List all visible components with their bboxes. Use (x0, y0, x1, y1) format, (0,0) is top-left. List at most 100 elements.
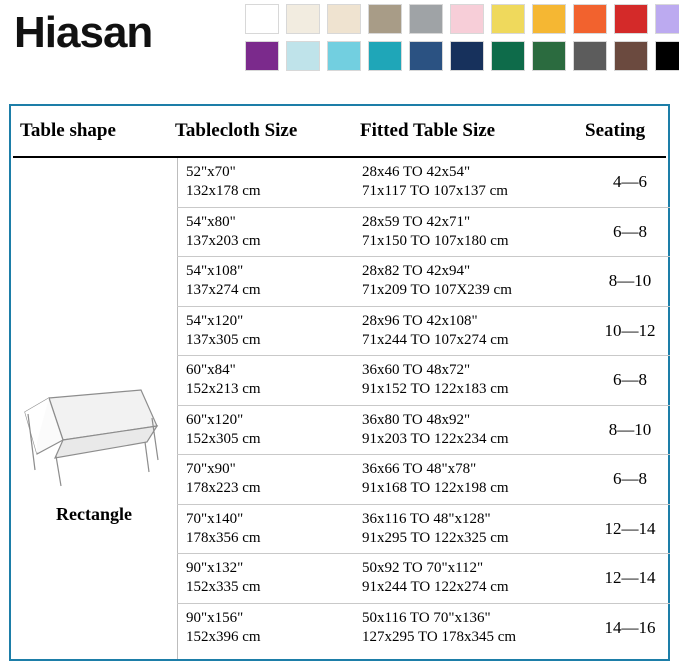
rows-column: 52"x70" 132x178 cm 28x46 TO 42x54" 71x117 T… (177, 158, 670, 659)
fitted-size-inches: 36x66 TO 48"x78" (362, 461, 477, 478)
tablecloth-size-inches: 90"x156" (186, 610, 244, 627)
tablecloth-size-inches: 54"x120" (186, 312, 244, 329)
cell-tablecloth-size: 70"x140" 178x356 cm (177, 510, 362, 548)
color-swatch[interactable] (245, 41, 279, 71)
tablecloth-size-cm: 152x305 cm (186, 430, 261, 447)
table-row: 90"x132" 152x335 cm 50x92 TO 70"x112" 91x24… (177, 554, 670, 604)
cell-seating: 4—6 (613, 172, 647, 192)
color-swatch[interactable] (614, 4, 648, 34)
cell-tablecloth-size: 54"x120" 137x305 cm (177, 312, 362, 350)
color-swatch[interactable] (368, 41, 402, 71)
cell-seating: 10—12 (604, 320, 656, 340)
fitted-size-inches: 36x60 TO 48x72" (362, 362, 471, 379)
color-swatch[interactable] (573, 41, 607, 71)
tablecloth-size-cm: 132x178 cm (186, 183, 261, 200)
fitted-size-cm: 71x150 TO 107x180 cm (362, 232, 509, 249)
table-row: 70"x90" 178x223 cm 36x66 TO 48"x78" 91x168 … (177, 455, 670, 505)
fitted-size-cm: 91x203 TO 122x234 cm (362, 430, 509, 447)
cell-fitted-table-size: 28x46 TO 42x54" 71x117 TO 107x137 cm (362, 163, 590, 201)
fitted-size-cm: 91x295 TO 122x325 cm (362, 529, 509, 546)
fitted-size-cm: 91x152 TO 122x183 cm (362, 381, 509, 398)
cell-tablecloth-size: 54"x108" 137x274 cm (177, 262, 362, 300)
color-swatch[interactable] (655, 4, 679, 34)
color-swatch[interactable] (245, 4, 279, 34)
table-row: 90"x156" 152x396 cm 50x116 TO 70"x136" 127x… (177, 604, 670, 654)
fitted-size-inches: 50x116 TO 70"x136" (362, 610, 491, 627)
color-swatch[interactable] (450, 4, 484, 34)
fitted-size-inches: 28x96 TO 42x108" (362, 312, 478, 329)
table-row: 54"x108" 137x274 cm 28x82 TO 42x94" 71x209 … (177, 257, 670, 307)
fitted-size-inches: 50x92 TO 70"x112" (362, 560, 484, 577)
cell-seating: 12—14 (604, 568, 656, 588)
color-swatch[interactable] (327, 4, 361, 34)
page-header: Hiasan (0, 0, 679, 88)
color-swatch[interactable] (450, 41, 484, 71)
table-row: 54"x80" 137x203 cm 28x59 TO 42x71" 71x150 T… (177, 208, 670, 257)
shape-column-divider (177, 158, 178, 659)
color-swatch[interactable] (409, 4, 443, 34)
cell-fitted-table-size: 36x80 TO 48x92" 91x203 TO 122x234 cm (362, 411, 590, 449)
tablecloth-size-inches: 60"x84" (186, 362, 236, 379)
cell-tablecloth-size: 70"x90" 178x223 cm (177, 460, 362, 498)
table-header-row: Table shape Tablecloth Size Fitted Table… (11, 106, 668, 142)
color-swatch[interactable] (327, 41, 361, 71)
swatch-row-1 (245, 4, 679, 34)
color-swatch[interactable] (491, 41, 525, 71)
table-row: 60"x120" 152x305 cm 36x80 TO 48x92" 91x203 … (177, 406, 670, 455)
cell-tablecloth-size: 54"x80" 137x203 cm (177, 213, 362, 251)
cell-fitted-table-size: 28x59 TO 42x71" 71x150 TO 107x180 cm (362, 213, 590, 251)
color-swatch[interactable] (491, 4, 525, 34)
table-row: 60"x84" 152x213 cm 36x60 TO 48x72" 91x152 T… (177, 356, 670, 406)
header-seating: Seating (585, 120, 646, 141)
fitted-size-inches: 28x82 TO 42x94" (362, 263, 471, 280)
fitted-size-inches: 28x59 TO 42x71" (362, 213, 471, 230)
fitted-size-cm: 71x209 TO 107X239 cm (362, 282, 512, 299)
color-swatch-grid (245, 4, 679, 71)
tablecloth-size-cm: 152x335 cm (186, 579, 261, 596)
color-swatch[interactable] (655, 41, 679, 71)
tablecloth-size-cm: 137x203 cm (186, 232, 261, 249)
cell-tablecloth-size: 60"x120" 152x305 cm (177, 411, 362, 449)
fitted-size-cm: 91x168 TO 122x198 cm (362, 480, 509, 497)
swatch-row-2 (245, 41, 679, 71)
color-swatch[interactable] (286, 41, 320, 71)
cell-seating: 12—14 (604, 518, 656, 538)
color-swatch[interactable] (532, 4, 566, 34)
cell-tablecloth-size: 90"x156" 152x396 cm (177, 609, 362, 647)
cell-seating: 8—10 (608, 271, 652, 291)
tablecloth-size-inches: 60"x120" (186, 411, 244, 428)
tablecloth-size-cm: 152x396 cm (186, 629, 261, 646)
cell-fitted-table-size: 28x96 TO 42x108" 71x244 TO 107x274 cm (362, 312, 590, 350)
shape-column: Rectangle (11, 158, 177, 659)
cell-seating: 6—8 (613, 469, 647, 489)
cell-seating: 6—8 (613, 221, 647, 241)
fitted-size-cm: 71x117 TO 107x137 cm (362, 183, 508, 200)
brand-logo: Hiasan (14, 8, 153, 57)
cell-seating: 6—8 (613, 370, 647, 390)
cell-seating: 8—10 (608, 419, 652, 439)
tablecloth-size-inches: 70"x90" (186, 461, 236, 478)
cell-fitted-table-size: 36x60 TO 48x72" 91x152 TO 122x183 cm (362, 361, 590, 399)
fitted-size-inches: 36x116 TO 48"x128" (362, 510, 491, 527)
tablecloth-size-cm: 178x356 cm (186, 529, 261, 546)
color-swatch[interactable] (409, 41, 443, 71)
cell-seating: 14—16 (604, 618, 656, 638)
color-swatch[interactable] (286, 4, 320, 34)
fitted-size-inches: 36x80 TO 48x92" (362, 411, 471, 428)
tablecloth-size-inches: 54"x108" (186, 263, 244, 280)
tablecloth-size-inches: 52"x70" (186, 164, 236, 181)
size-chart-card: Table shape Tablecloth Size Fitted Table… (9, 104, 670, 661)
header-fitted-table-size: Fitted Table Size (360, 120, 496, 141)
fitted-size-cm: 71x244 TO 107x274 cm (362, 331, 509, 348)
tablecloth-size-cm: 152x213 cm (186, 381, 261, 398)
color-swatch[interactable] (614, 41, 648, 71)
color-swatch[interactable] (573, 4, 607, 34)
header-divider (13, 156, 666, 158)
table-body: Rectangle 52"x70" 132x178 cm 28x46 TO 42x5… (11, 158, 670, 659)
color-swatch[interactable] (368, 4, 402, 34)
table-row: 52"x70" 132x178 cm 28x46 TO 42x54" 71x117 T… (177, 158, 670, 208)
cell-fitted-table-size: 50x116 TO 70"x136" 127x295 TO 178x345 cm (362, 609, 590, 647)
color-swatch[interactable] (532, 41, 566, 71)
cell-fitted-table-size: 36x116 TO 48"x128" 91x295 TO 122x325 cm (362, 510, 590, 548)
cell-tablecloth-size: 60"x84" 152x213 cm (177, 361, 362, 399)
